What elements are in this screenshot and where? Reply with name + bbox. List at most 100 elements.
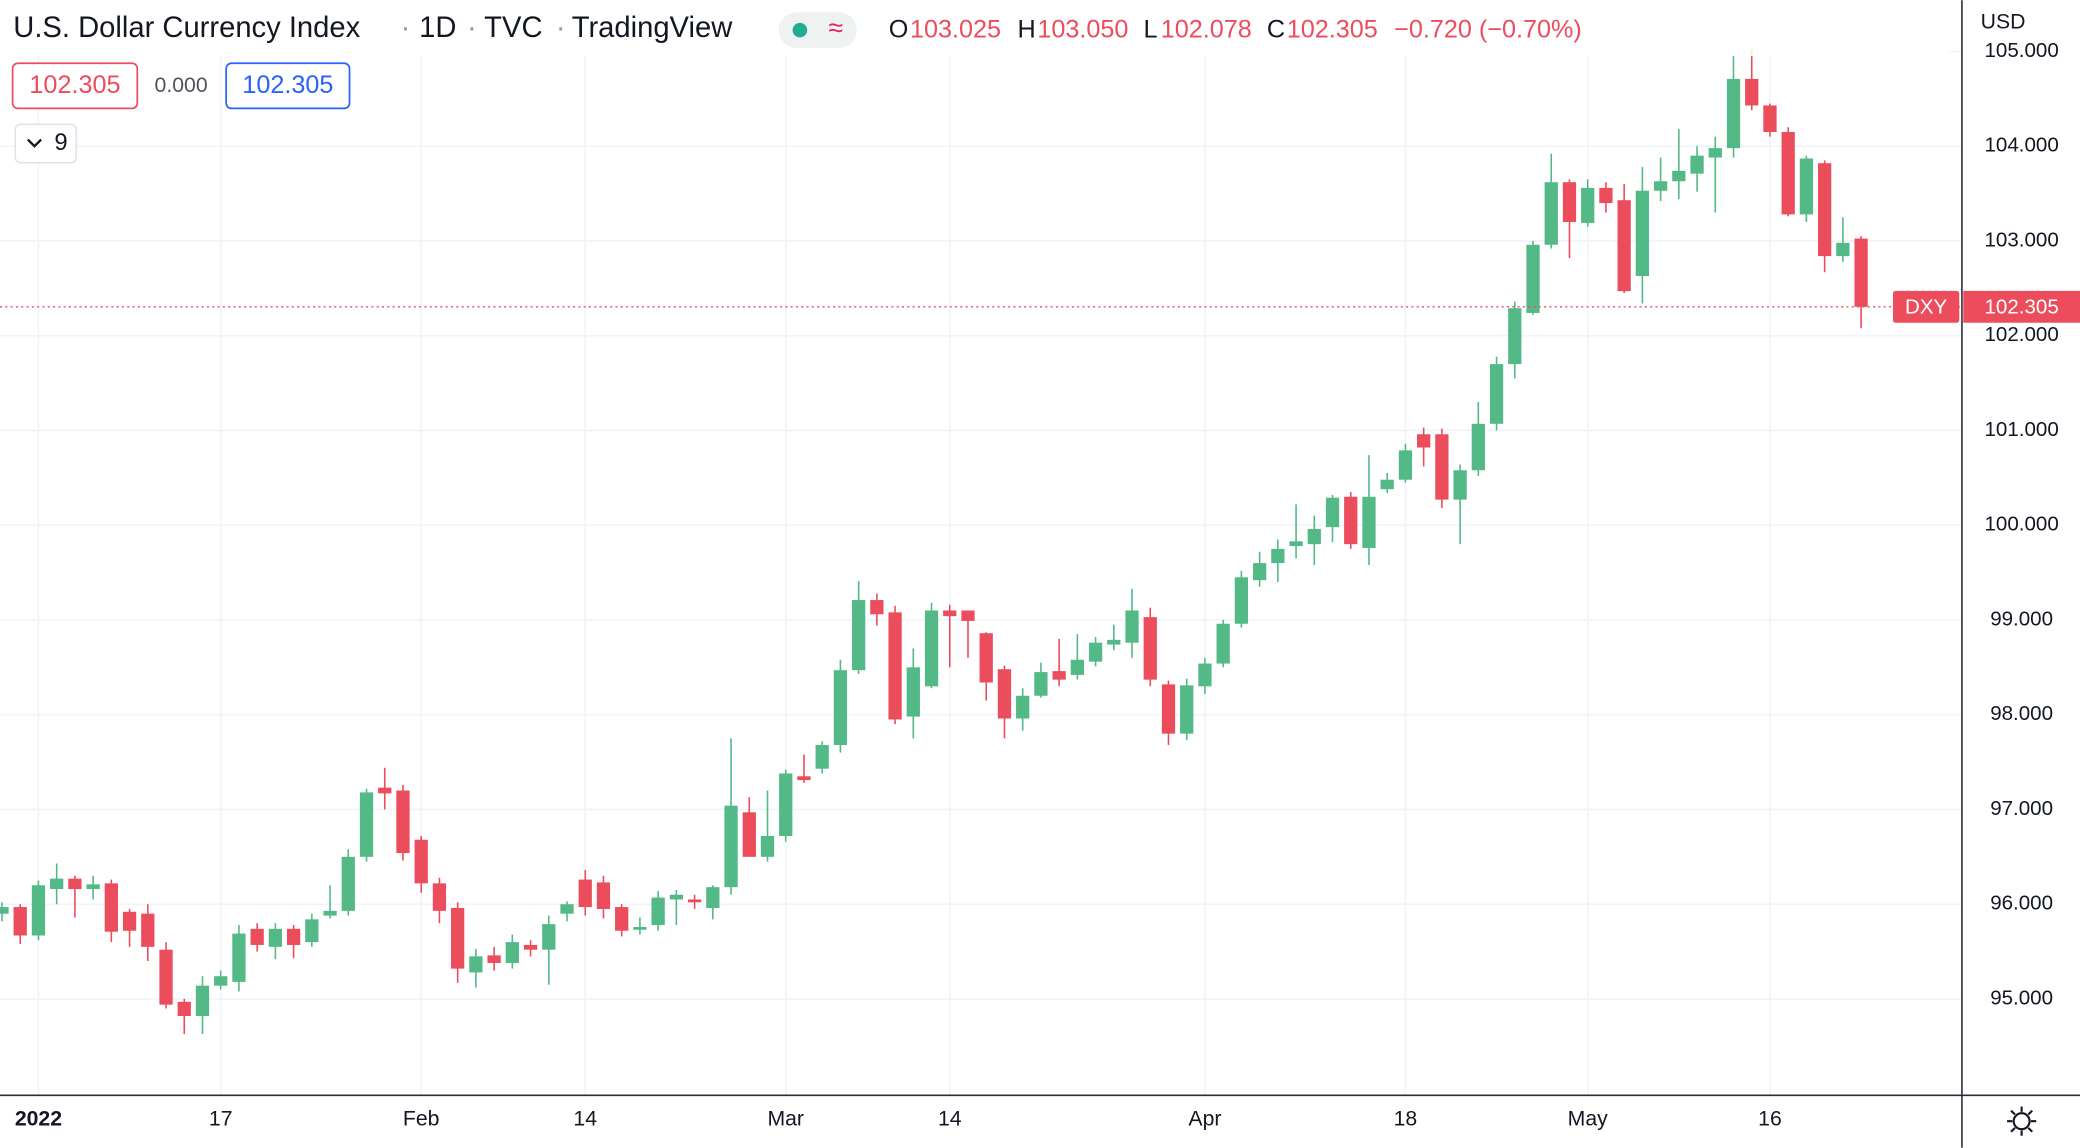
candle-body xyxy=(779,773,793,836)
candle-body xyxy=(596,882,611,909)
candle-body xyxy=(232,933,246,982)
header-bg xyxy=(0,0,1950,56)
interval[interactable]: 1D xyxy=(419,12,456,44)
y-tick-label: 99.000 xyxy=(1990,607,2053,630)
sell-price: 102.305 xyxy=(29,71,120,99)
candle-body xyxy=(797,776,811,781)
ohlc-open: 103.025 xyxy=(910,15,1001,43)
x-tick-label: 14 xyxy=(938,1107,962,1130)
candle-body xyxy=(141,913,155,947)
ohlc-prefix: O xyxy=(889,15,909,43)
candle-body xyxy=(1234,577,1249,624)
y-tick-label: 100.000 xyxy=(1984,513,2058,536)
y-tick-label: 101.000 xyxy=(1984,418,2058,441)
candle-body xyxy=(651,897,665,926)
candle-body xyxy=(1325,497,1340,528)
candle-body xyxy=(378,787,392,794)
x-tick-label: 16 xyxy=(1758,1107,1782,1130)
change: −0.720 (−0.70%) xyxy=(1394,15,1582,43)
last-price-label-bg xyxy=(1963,290,2080,323)
gear-ring xyxy=(2012,1112,2031,1131)
candle-body xyxy=(86,884,100,890)
candle-body xyxy=(724,805,738,888)
candle-body xyxy=(1143,617,1157,680)
candle-body xyxy=(195,985,210,1017)
candle-body xyxy=(669,894,684,900)
separator: · xyxy=(401,12,411,44)
candle-body xyxy=(924,610,939,687)
candle-body xyxy=(159,949,173,1005)
candle-body xyxy=(1799,158,1814,215)
price-axis-bg xyxy=(1961,0,2080,1148)
indicators-toggle[interactable] xyxy=(14,123,78,164)
x-tick-label: Feb xyxy=(403,1107,440,1130)
candle-body xyxy=(1489,364,1504,424)
candle-body xyxy=(1271,548,1285,564)
candle-body xyxy=(0,907,9,914)
settings-icon[interactable] xyxy=(2007,1106,2037,1136)
candle-body xyxy=(542,924,556,950)
candle-body xyxy=(396,790,410,854)
chevron-icon xyxy=(27,138,42,148)
candle-body xyxy=(1016,695,1030,719)
title: U.S. Dollar Currency Index xyxy=(13,12,360,44)
delayed-icon: ≈ xyxy=(828,12,843,42)
candle-body xyxy=(414,839,428,884)
candle-body xyxy=(1252,563,1267,581)
separator: · xyxy=(556,12,566,44)
candle-body xyxy=(997,669,1012,719)
candle-body xyxy=(1581,187,1595,223)
candle-body xyxy=(268,928,283,947)
sell-button[interactable] xyxy=(11,62,139,110)
candle-body xyxy=(104,883,118,932)
candle-body xyxy=(1726,78,1741,149)
x-tick-label: 17 xyxy=(209,1107,233,1130)
candle-body xyxy=(1854,238,1868,307)
candle-body xyxy=(1617,200,1631,292)
candle-body xyxy=(888,612,902,720)
candle-body xyxy=(31,885,46,936)
candle-body xyxy=(1380,479,1394,490)
status-pill[interactable] xyxy=(778,12,857,49)
candle-body xyxy=(1708,148,1722,158)
candle-body xyxy=(1745,78,1759,106)
candle-body xyxy=(469,956,483,973)
candle-body xyxy=(359,792,374,857)
candle-body xyxy=(1471,423,1485,471)
x-tick-label: Mar xyxy=(767,1107,804,1130)
candles xyxy=(0,49,1868,1035)
candle-body xyxy=(1453,470,1467,500)
y-tick-label: 97.000 xyxy=(1990,797,2053,820)
candle-body xyxy=(13,907,27,936)
candle-body xyxy=(1435,434,1449,500)
candle-body xyxy=(451,908,465,969)
y-tick-label: 105.000 xyxy=(1984,39,2058,62)
currency[interactable]: USD xyxy=(1981,10,2026,33)
candle-body xyxy=(1216,623,1230,664)
exchange: TVC xyxy=(484,12,542,44)
ohlc-high: 103.050 xyxy=(1037,15,1128,43)
candle-body xyxy=(633,926,647,930)
candle-body xyxy=(1690,155,1704,174)
candle-body xyxy=(523,944,538,950)
time-axis-bg xyxy=(0,1095,2080,1148)
spread: 0.000 xyxy=(155,74,208,97)
candle-body xyxy=(1198,663,1212,687)
candle-body xyxy=(68,878,82,890)
buy-button[interactable] xyxy=(225,62,351,110)
candle-body xyxy=(578,879,592,908)
candle-body xyxy=(1362,496,1376,548)
y-tick-label: 95.000 xyxy=(1990,986,2053,1009)
candle-body xyxy=(305,919,319,943)
candle-body xyxy=(1161,684,1176,734)
candle-body xyxy=(1781,131,1795,215)
axes: 95.000 96.000 97.000 98.000 99.000 100.000 101… xyxy=(15,39,2059,1131)
candle-body xyxy=(505,942,519,963)
candle-body xyxy=(1034,672,1048,696)
candle-body xyxy=(1344,496,1358,545)
market-status-dot xyxy=(792,22,808,38)
x-tick-label: 2022 xyxy=(15,1107,62,1130)
candle-body xyxy=(432,883,447,911)
